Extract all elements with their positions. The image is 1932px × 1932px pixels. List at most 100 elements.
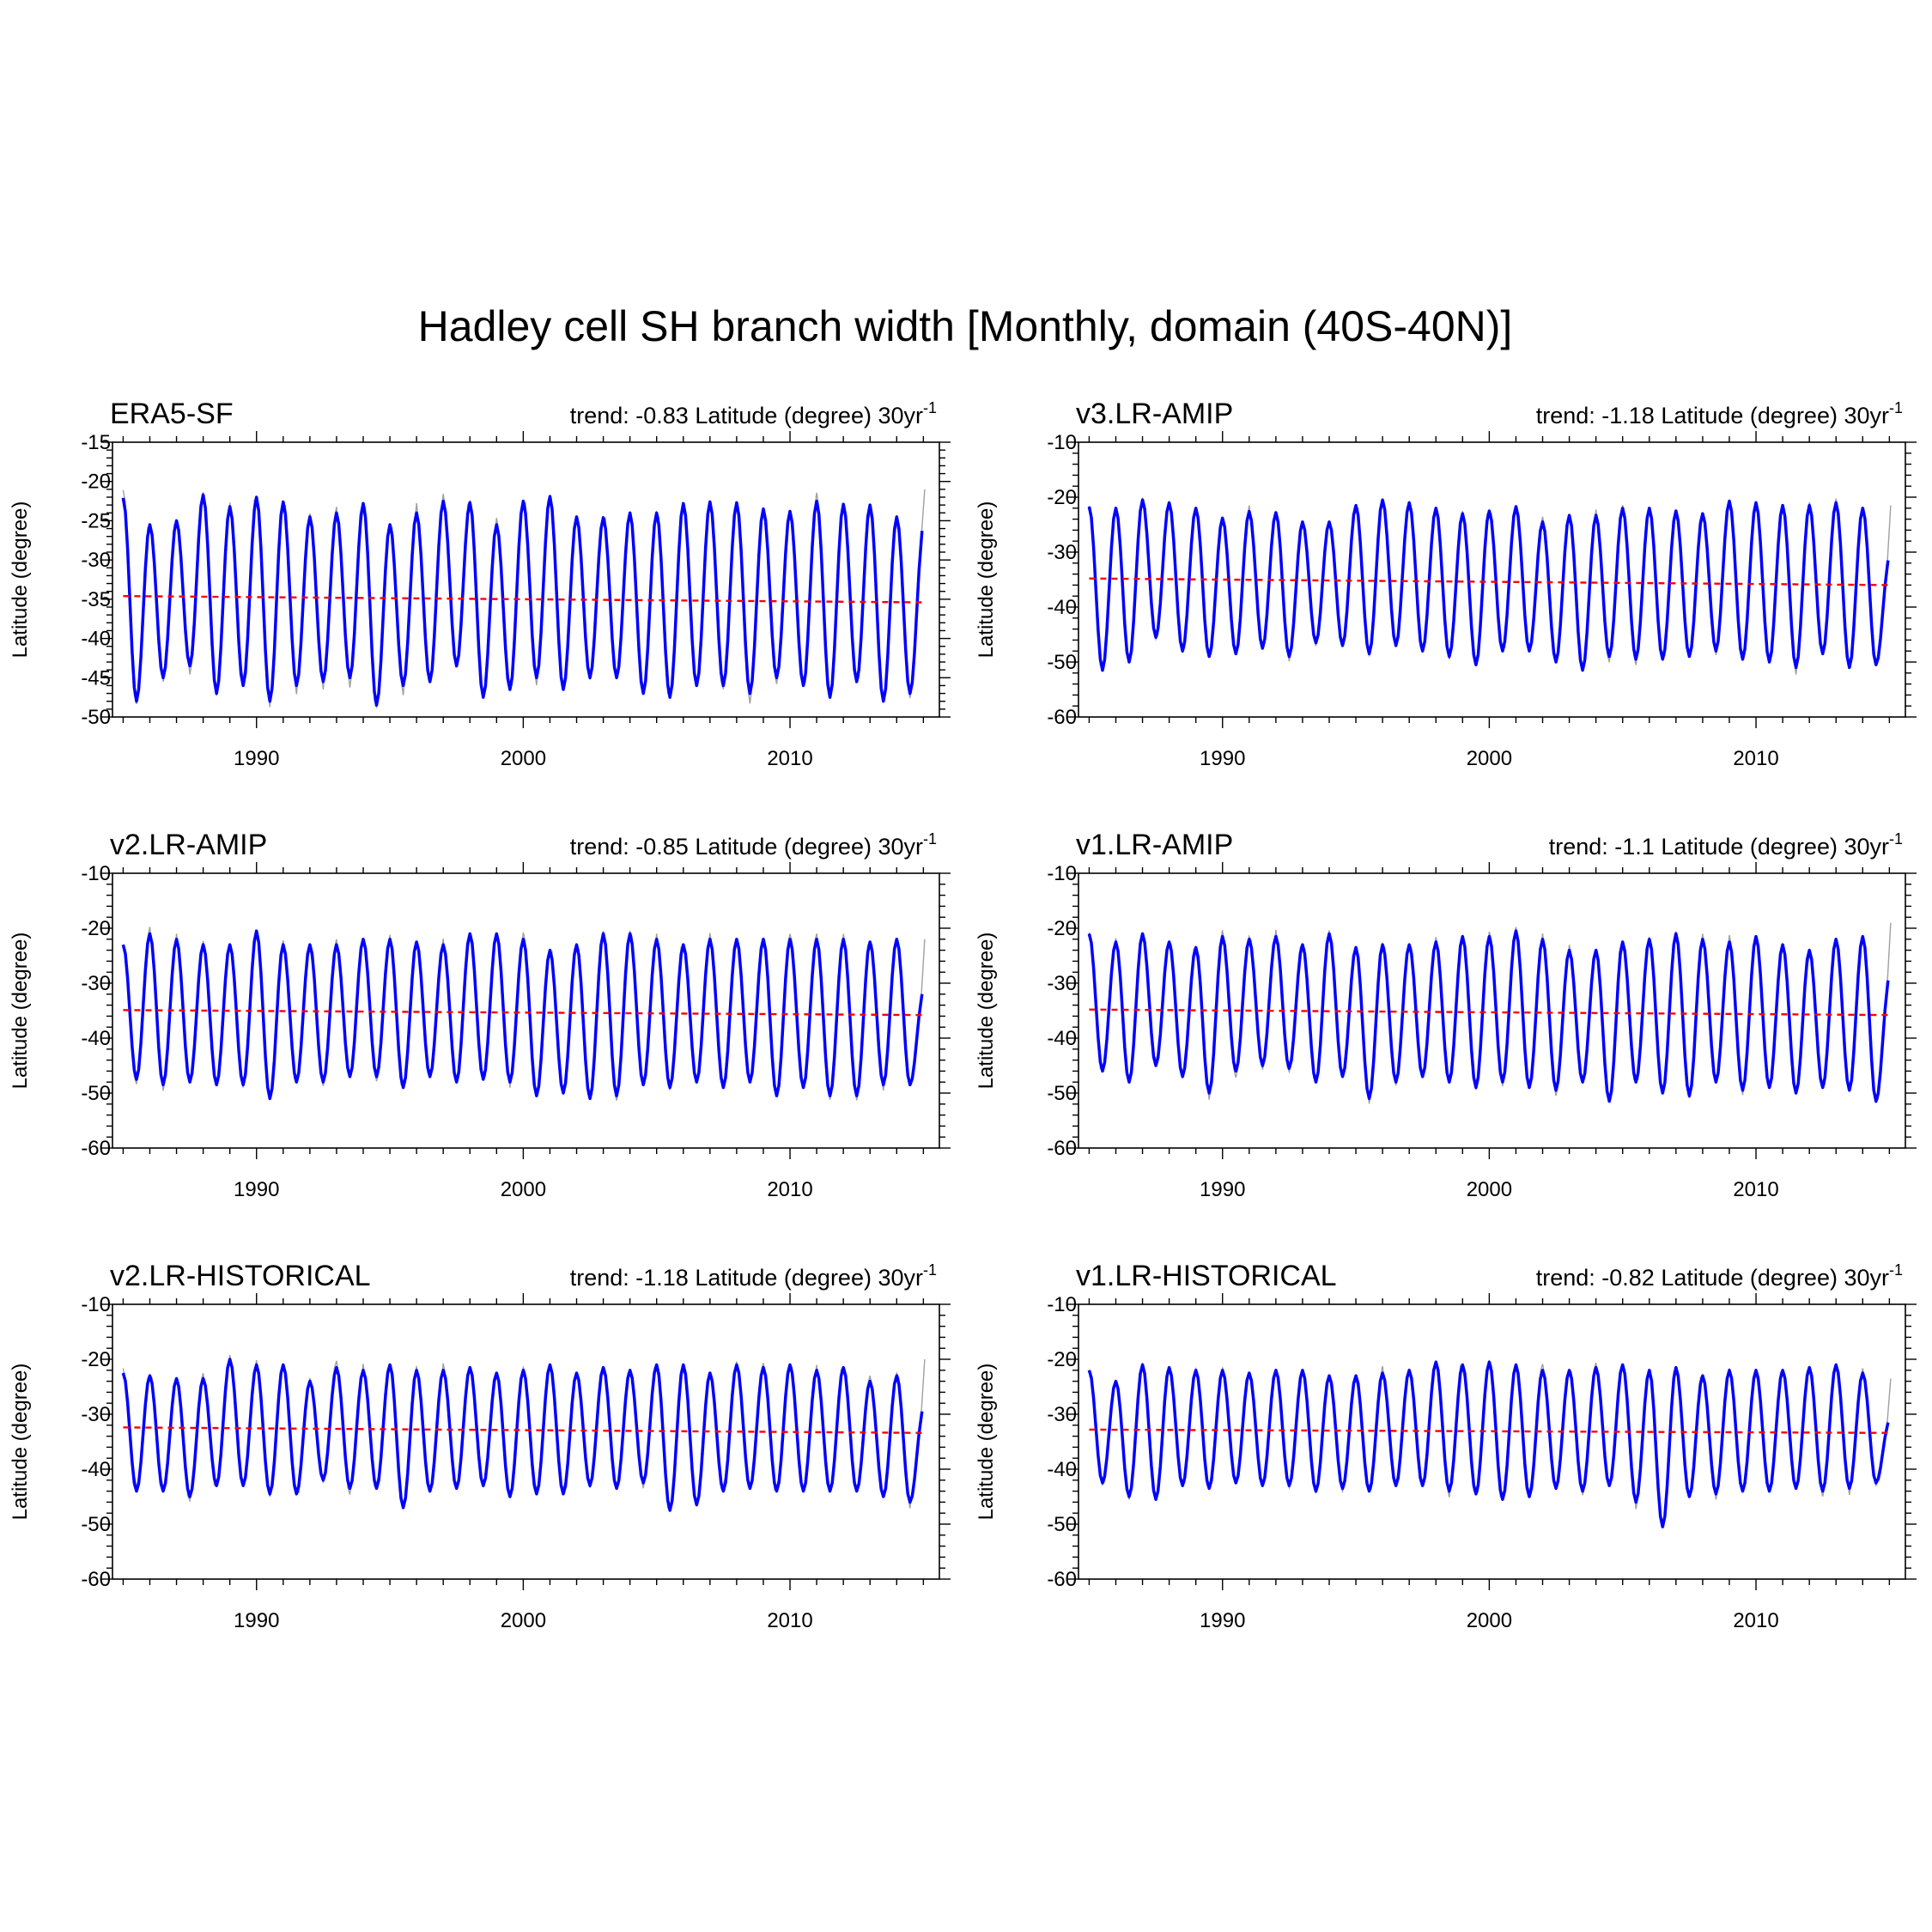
x-tick-label: 1990	[234, 747, 279, 770]
y-tick-label: -10	[1047, 1293, 1077, 1316]
x-tick-label: 1990	[234, 1178, 279, 1201]
trend-line	[1089, 577, 1890, 586]
panel-title: v2.LR-HISTORICAL	[110, 1260, 371, 1292]
trend-text: trend: -0.85 Latitude (degree) 30yr	[570, 834, 923, 860]
plot-frame	[112, 872, 940, 1149]
panel-title: v1.LR-AMIP	[1076, 829, 1233, 861]
y-tick-label: -20	[81, 471, 111, 494]
monthly-series-line	[1089, 1358, 1892, 1529]
plot-frame	[1078, 441, 1906, 718]
trend-exponent: -1	[1889, 830, 1903, 848]
y-tick-label: -20	[1047, 1348, 1077, 1371]
trend-text: trend: -1.18 Latitude (degree) 30yr	[1536, 403, 1889, 428]
y-tick-label: -20	[1047, 917, 1077, 940]
x-tick-label: 2000	[501, 1609, 546, 1632]
trend-text: trend: -0.82 Latitude (degree) 30yr	[1536, 1265, 1889, 1291]
y-axis-title: Latitude (degree)	[975, 501, 998, 659]
smoothed-series-line	[1087, 1360, 1890, 1528]
panel-4: 1990 2000 2010 -10 -20 -30 -40 -50 -60 Latitude (…	[975, 829, 1917, 1201]
y-tick-label: -10	[81, 862, 111, 885]
y-tick-label: -25	[81, 509, 111, 532]
x-tick-label: 2000	[1467, 747, 1512, 770]
y-tick-label: -40	[1047, 1027, 1077, 1050]
panel-6: 1990 2000 2010 -10 -20 -30 -40 -50 -60 Latitude (…	[975, 1260, 1917, 1632]
x-tick-label: 1990	[234, 1609, 279, 1632]
y-tick-label: -50	[1047, 651, 1077, 674]
trend-exponent: -1	[1889, 1261, 1903, 1279]
plot-frame	[112, 441, 940, 718]
y-tick-label: -45	[81, 666, 111, 690]
x-tick-label: 2000	[1467, 1609, 1512, 1632]
trend-text: trend: -1.1 Latitude (degree) 30yr	[1549, 834, 1889, 860]
panel-grid: 1990 2000 2010 -15 -20 -25 -30 -35 -40 -45 -50 Lati…	[9, 398, 1917, 1632]
smoothed-series-line	[121, 929, 924, 1101]
y-axis-title: Latitude (degree)	[9, 933, 32, 1090]
trend-exponent: -1	[923, 1261, 937, 1279]
y-tick-label: -30	[1047, 972, 1077, 995]
trend-exponent: -1	[923, 830, 937, 848]
trend-annotation: trend: -0.85 Latitude (degree) 30yr-1	[570, 830, 937, 860]
y-tick-label: -20	[81, 917, 111, 940]
y-tick-label: -50	[81, 1513, 111, 1536]
panel-3: 1990 2000 2010 -10 -20 -30 -40 -50 -60 Latitude (…	[9, 829, 951, 1201]
y-tick-label: -50	[1047, 1513, 1077, 1536]
y-tick-label: -40	[1047, 1458, 1077, 1481]
x-tick-label: 2000	[501, 747, 546, 770]
y-tick-label: -30	[1047, 1403, 1077, 1426]
plot-frame	[112, 1303, 940, 1580]
panel-title: v3.LR-AMIP	[1076, 398, 1233, 430]
y-tick-label: -30	[1047, 541, 1077, 564]
x-tick-label: 1990	[1200, 1178, 1245, 1201]
y-tick-label: -40	[81, 628, 111, 651]
panel-title: ERA5-SF	[110, 398, 234, 430]
y-axis-title: Latitude (degree)	[9, 501, 32, 659]
panel-title: v2.LR-AMIP	[110, 829, 267, 861]
trend-text: trend: -0.83 Latitude (degree) 30yr	[570, 403, 923, 428]
trend-exponent: -1	[1889, 399, 1903, 416]
y-tick-label: -60	[1047, 706, 1077, 729]
panel-2: 1990 2000 2010 -10 -20 -30 -40 -50 -60 Latitude (…	[975, 398, 1917, 770]
y-tick-label: -40	[1047, 596, 1077, 619]
y-axis-title: Latitude (degree)	[975, 933, 998, 1090]
y-tick-label: -10	[1047, 862, 1077, 885]
y-tick-label: -30	[81, 549, 111, 572]
trend-annotation: trend: -1.18 Latitude (degree) 30yr-1	[570, 1261, 937, 1291]
x-tick-label: 2010	[767, 747, 812, 770]
y-tick-label: -30	[81, 1403, 111, 1426]
panel-1: 1990 2000 2010 -15 -20 -25 -30 -35 -40 -45 -50 Lati…	[9, 398, 951, 770]
x-tick-label: 1990	[1200, 747, 1245, 770]
x-tick-label: 2010	[767, 1178, 812, 1201]
y-tick-label: -20	[1047, 486, 1077, 509]
y-tick-label: -60	[81, 1568, 111, 1591]
trend-line	[1089, 1008, 1890, 1017]
x-tick-label: 2010	[767, 1609, 812, 1632]
smoothed-series-line	[121, 1358, 924, 1512]
plot-frame	[1078, 872, 1906, 1149]
y-tick-label: -60	[1047, 1137, 1077, 1160]
trend-exponent: -1	[923, 399, 937, 416]
x-tick-label: 2010	[1733, 747, 1778, 770]
figure-title: Hadley cell SH branch width [Monthly, do…	[418, 302, 1513, 350]
y-axis-title: Latitude (degree)	[975, 1364, 998, 1521]
y-tick-label: -10	[81, 1293, 111, 1316]
trend-line	[123, 595, 924, 604]
y-tick-label: -20	[81, 1348, 111, 1371]
y-tick-label: -50	[81, 706, 111, 729]
x-tick-label: 2010	[1733, 1178, 1778, 1201]
trend-line	[123, 1426, 924, 1434]
x-tick-label: 2000	[1467, 1178, 1512, 1201]
x-tick-label: 2010	[1733, 1609, 1778, 1632]
panel-5: 1990 2000 2010 -10 -20 -30 -40 -50 -60 Latitude (…	[9, 1260, 951, 1632]
trend-text: trend: -1.18 Latitude (degree) 30yr	[570, 1265, 923, 1291]
y-tick-label: -60	[1047, 1568, 1077, 1591]
plot-frame	[1078, 1303, 1906, 1580]
trend-line	[123, 1009, 924, 1017]
y-tick-label: -35	[81, 588, 111, 611]
y-tick-label: -60	[81, 1137, 111, 1160]
trend-annotation: trend: -1.1 Latitude (degree) 30yr-1	[1549, 830, 1903, 860]
y-tick-label: -30	[81, 972, 111, 995]
y-tick-label: -40	[81, 1458, 111, 1481]
panel-title: v1.LR-HISTORICAL	[1076, 1260, 1337, 1292]
smoothed-series-line	[1087, 498, 1890, 672]
y-tick-label: -10	[1047, 431, 1077, 454]
